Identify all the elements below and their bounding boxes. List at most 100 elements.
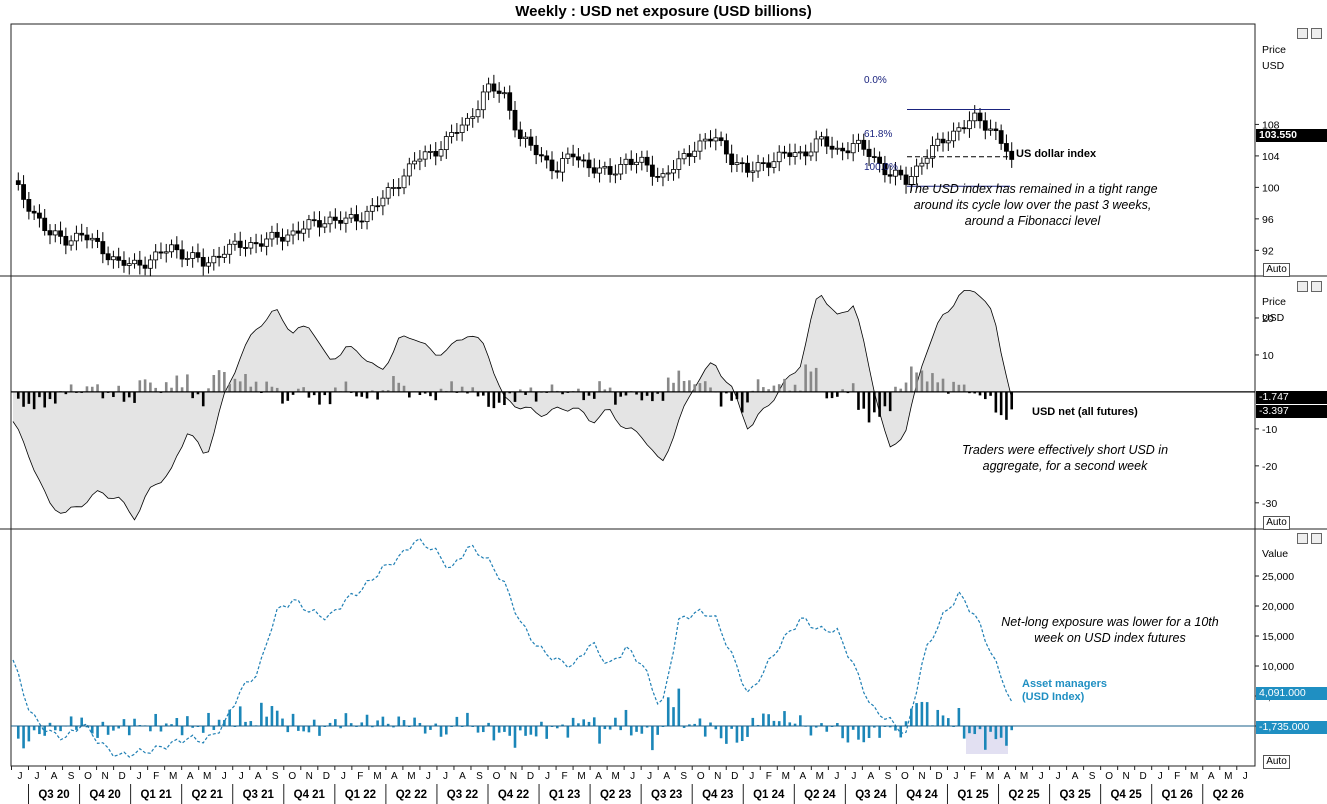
weekly-change-bar <box>894 386 897 392</box>
candle-up <box>153 251 159 261</box>
weekly-change-bar <box>16 391 20 399</box>
x-month-label: J <box>545 771 550 782</box>
weekly-change-bar <box>931 373 934 392</box>
candle-down <box>649 164 655 177</box>
candle-down <box>887 174 893 177</box>
weekly-change-bar <box>989 391 992 396</box>
weekly-change-bar <box>698 383 702 392</box>
asset-managers-bar <box>545 726 549 739</box>
candle-down <box>861 139 867 150</box>
asset-managers-bar <box>413 717 416 726</box>
candle-up <box>343 217 349 224</box>
panel3-auto-button[interactable]: Auto <box>1263 755 1290 769</box>
x-quarter-label: Q3 23 <box>651 789 682 801</box>
candle-up <box>671 169 676 174</box>
asset-managers-bar <box>445 726 448 735</box>
weekly-change-bar <box>328 391 332 405</box>
panel2-auto-button[interactable]: Auto <box>1263 516 1290 530</box>
asset-managers-bar <box>846 726 850 743</box>
fib-label-618: 61.8% <box>864 129 893 140</box>
candle-down <box>782 151 787 154</box>
asset-managers-bar <box>291 713 295 726</box>
asset-managers-bar <box>524 726 527 736</box>
asset-managers-bar <box>825 726 829 732</box>
weekly-change-bar <box>434 391 438 401</box>
panel1-close-icon[interactable] <box>1311 28 1322 39</box>
asset-managers-bar <box>149 726 152 732</box>
panel2-minimize-icon[interactable] <box>1297 281 1308 292</box>
candle-down <box>317 220 322 228</box>
asset-managers-bar <box>973 726 977 735</box>
candle-up <box>475 109 481 118</box>
x-month-label: O <box>901 771 909 782</box>
candle-down <box>47 230 53 236</box>
candle-up <box>665 172 671 175</box>
candle-down <box>195 252 201 258</box>
weekly-change-bar <box>725 391 728 394</box>
candle-up <box>264 238 270 247</box>
x-month-label: M <box>816 771 824 782</box>
candle-up <box>776 151 782 163</box>
candle-up <box>850 143 856 154</box>
weekly-change-bar <box>830 391 834 399</box>
panel1-minimize-icon[interactable] <box>1297 28 1308 39</box>
y-tick-label: 108 <box>1262 119 1280 131</box>
am-last-value-1: 4,091.000 <box>1256 687 1327 700</box>
weekly-change-bar <box>175 375 179 392</box>
candle-up <box>111 256 116 261</box>
candle-up <box>560 158 565 173</box>
panel3-close-icon[interactable] <box>1311 533 1322 544</box>
x-month-label: S <box>476 771 483 782</box>
asset-managers-bar <box>582 719 585 726</box>
candle-down <box>570 153 576 158</box>
candle-down <box>866 148 872 157</box>
weekly-change-bar <box>762 387 765 392</box>
net-last-value-2: -3.397 <box>1256 405 1327 418</box>
candle-up <box>819 136 824 140</box>
candle-up <box>348 214 354 219</box>
asset-managers-bar <box>16 726 20 739</box>
asset-managers-bar <box>455 716 459 726</box>
candle-up <box>68 240 74 246</box>
panel3-minimize-icon[interactable] <box>1297 533 1308 544</box>
asset-managers-bar <box>439 726 443 737</box>
candle-down <box>576 156 581 161</box>
weekly-change-bar <box>164 382 168 392</box>
candle-down <box>179 249 185 260</box>
weekly-change-bar <box>275 387 279 392</box>
weekly-change-bar <box>186 374 189 392</box>
weekly-change-bar <box>899 388 903 392</box>
weekly-change-bar <box>677 370 681 392</box>
asset-managers-bar <box>619 726 622 731</box>
candle-up <box>702 138 708 142</box>
dxy-note: The USD index has remained in a tight ra… <box>907 182 1158 228</box>
asset-managers-bar <box>43 726 47 736</box>
asset-managers-bar <box>154 713 157 726</box>
weekly-change-bar <box>96 384 99 392</box>
panel1-auto-button[interactable]: Auto <box>1263 263 1290 277</box>
asset-managers-bar <box>577 723 580 726</box>
x-month-label: M <box>611 771 619 782</box>
candle-up <box>465 117 470 126</box>
asset-managers-bar <box>693 723 696 726</box>
asset-managers-bar <box>513 726 517 748</box>
asset-managers-bar <box>936 709 940 726</box>
asset-managers-bar <box>386 723 390 726</box>
weekly-change-bar <box>38 391 41 398</box>
panel2-close-icon[interactable] <box>1311 281 1322 292</box>
weekly-change-bar <box>534 391 538 402</box>
weekly-change-bar <box>508 391 512 394</box>
asset-managers-bar <box>75 726 78 730</box>
weekly-change-bar <box>983 391 987 400</box>
asset-managers-bar <box>275 710 279 726</box>
candle-up <box>422 151 428 160</box>
asset-managers-bar <box>666 697 670 726</box>
asset-managers-bar <box>719 726 723 739</box>
weekly-change-bar <box>149 382 152 392</box>
x-month-label: M <box>1224 771 1232 782</box>
weekly-change-bar <box>672 382 675 392</box>
candle-up <box>676 158 682 170</box>
candle-down <box>829 145 835 150</box>
weekly-change-bar <box>836 391 839 397</box>
weekly-change-bar <box>365 391 369 399</box>
